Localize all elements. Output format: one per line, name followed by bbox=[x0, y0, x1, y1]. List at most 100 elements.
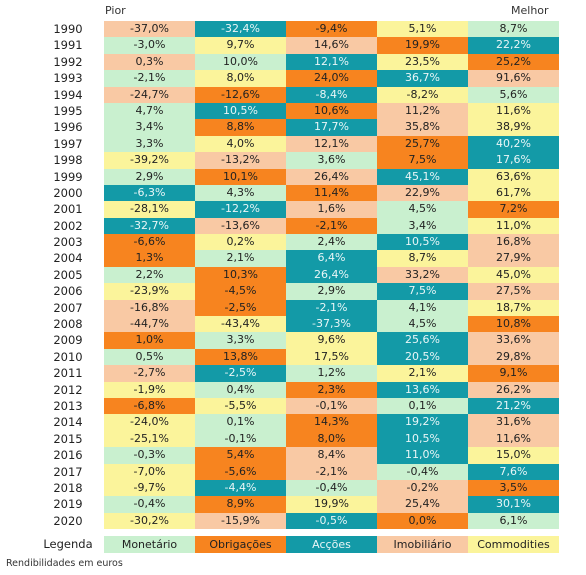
return-cell: -32,4% bbox=[195, 21, 286, 38]
return-cell: 16,8% bbox=[468, 234, 559, 251]
legend-item-accoes: Acções bbox=[286, 536, 377, 553]
return-cell: 31,6% bbox=[468, 414, 559, 431]
return-cell: 6,1% bbox=[468, 512, 559, 530]
return-cell: 19,9% bbox=[286, 496, 377, 513]
year-label: 2018 bbox=[53, 480, 83, 495]
year-label: 2005 bbox=[53, 267, 83, 282]
table-row: 2011 -2,7% -2,5% 1,2% 2,1% 9,1% bbox=[32, 365, 559, 382]
return-cell: -0,5% bbox=[286, 512, 377, 530]
table-row: 1994 -24,7% -12,6% -8,4% -8,2% 5,6% bbox=[32, 86, 559, 103]
return-cell: -6,6% bbox=[104, 234, 195, 251]
return-cell: -13,6% bbox=[195, 217, 286, 235]
year-label: 1991 bbox=[53, 38, 83, 53]
return-cell: 7,5% bbox=[377, 283, 468, 300]
table-row: 1991 -3,0% 9,7% 14,6% 19,9% 22,2% bbox=[32, 37, 559, 54]
return-cell: 0,3% bbox=[104, 53, 195, 71]
return-cell: 26,2% bbox=[468, 381, 559, 398]
legend-title: Legenda bbox=[43, 537, 93, 551]
return-cell: 11,6% bbox=[468, 430, 559, 448]
return-cell: 8,0% bbox=[286, 430, 377, 448]
return-cell: 5,1% bbox=[377, 21, 468, 38]
return-cell: 5,4% bbox=[195, 447, 286, 464]
return-cell: 12,1% bbox=[286, 53, 377, 71]
table-row: 1997 3,3% 4,0% 12,1% 25,7% 40,2% bbox=[32, 135, 559, 153]
year-label: 2014 bbox=[53, 415, 83, 430]
table-row: 2013 -6,8% -5,5% -0,1% 0,1% 21,2% bbox=[32, 397, 559, 415]
return-cell: 0,4% bbox=[195, 381, 286, 398]
return-cell: 25,2% bbox=[468, 53, 559, 71]
return-cell: 0,2% bbox=[195, 234, 286, 251]
return-cell: -4,5% bbox=[195, 283, 286, 300]
return-cell: 10,0% bbox=[195, 53, 286, 71]
return-cell: 13,8% bbox=[195, 348, 286, 366]
table-row: 1996 3,4% 8,8% 17,7% 35,8% 38,9% bbox=[32, 119, 559, 136]
year-label: 1992 bbox=[53, 54, 83, 69]
year-label: 1998 bbox=[53, 153, 83, 168]
return-cell: 4,5% bbox=[377, 316, 468, 333]
table-row: 2016 -0,3% 5,4% 8,4% 11,0% 15,0% bbox=[32, 447, 559, 464]
return-cell: 7,6% bbox=[468, 463, 559, 480]
return-cell: -39,2% bbox=[104, 152, 195, 169]
return-cell: 11,2% bbox=[377, 102, 468, 120]
return-cell: 45,0% bbox=[468, 266, 559, 284]
table-row: 2004 1,3% 2,1% 6,4% 8,7% 27,9% bbox=[32, 250, 559, 267]
year-label: 2019 bbox=[53, 497, 83, 512]
return-cell: 7,5% bbox=[377, 152, 468, 169]
worst-label: Pior bbox=[105, 4, 126, 17]
year-label: 2020 bbox=[53, 513, 83, 528]
table-row: 1990 -37,0% -32,4% -9,4% 5,1% 8,7% bbox=[32, 21, 559, 38]
table-row: 2007 -16,8% -2,5% -2,1% 4,1% 18,7% bbox=[32, 299, 559, 317]
return-cell: 25,7% bbox=[377, 135, 468, 153]
return-cell: -2,1% bbox=[104, 70, 195, 87]
table-row: 1992 0,3% 10,0% 12,1% 23,5% 25,2% bbox=[32, 53, 559, 71]
year-label: 2009 bbox=[53, 333, 83, 348]
return-cell: 10,5% bbox=[377, 234, 468, 251]
return-cell: 2,3% bbox=[286, 381, 377, 398]
legend-item-commodities: Commodities bbox=[468, 536, 559, 553]
return-cell: -4,4% bbox=[195, 479, 286, 497]
return-cell: -5,6% bbox=[195, 463, 286, 480]
year-label: 2015 bbox=[53, 431, 83, 446]
return-cell: 11,6% bbox=[468, 102, 559, 120]
year-label: 2007 bbox=[53, 300, 83, 315]
return-cell: -24,0% bbox=[104, 414, 195, 431]
return-cell: 9,6% bbox=[286, 332, 377, 349]
year-label: 2000 bbox=[53, 185, 83, 200]
table-row: 2003 -6,6% 0,2% 2,4% 10,5% 16,8% bbox=[32, 234, 559, 251]
year-label: 2002 bbox=[53, 218, 83, 233]
year-label: 1993 bbox=[53, 71, 83, 86]
table-row: 1998 -39,2% -13,2% 3,6% 7,5% 17,6% bbox=[32, 152, 559, 169]
return-cell: -8,2% bbox=[377, 86, 468, 103]
return-cell: 33,6% bbox=[468, 332, 559, 349]
return-cell: -2,7% bbox=[104, 365, 195, 382]
return-cell: -23,9% bbox=[104, 283, 195, 300]
return-cell: 38,9% bbox=[468, 119, 559, 136]
footnote: Rendibilidades em euros bbox=[6, 558, 123, 569]
return-cell: -2,1% bbox=[286, 217, 377, 235]
return-cell: -44,7% bbox=[104, 316, 195, 333]
return-cell: -6,8% bbox=[104, 397, 195, 415]
return-cell: -37,0% bbox=[104, 21, 195, 38]
return-cell: -12,2% bbox=[195, 201, 286, 218]
table-row: 2008 -44,7% -43,4% -37,3% 4,5% 10,8% bbox=[32, 316, 559, 333]
return-cell: -0,1% bbox=[286, 397, 377, 415]
return-cell: 61,7% bbox=[468, 184, 559, 202]
return-cell: 4,1% bbox=[377, 299, 468, 317]
return-cell: 4,3% bbox=[195, 184, 286, 202]
return-cell: 2,1% bbox=[377, 365, 468, 382]
return-cell: 20,5% bbox=[377, 348, 468, 366]
return-cell: 23,5% bbox=[377, 53, 468, 71]
return-cell: 0,1% bbox=[195, 414, 286, 431]
return-cell: -15,9% bbox=[195, 512, 286, 530]
table-row: 2005 2,2% 10,3% 26,4% 33,2% 45,0% bbox=[32, 266, 559, 284]
return-cell: 2,9% bbox=[104, 168, 195, 185]
return-cell: 40,2% bbox=[468, 135, 559, 153]
return-cell: 2,2% bbox=[104, 266, 195, 284]
year-label: 1990 bbox=[53, 22, 83, 36]
return-cell: -3,0% bbox=[104, 37, 195, 54]
return-cell: -32,7% bbox=[104, 217, 195, 235]
year-label: 2004 bbox=[53, 251, 83, 266]
return-cell: 2,9% bbox=[286, 283, 377, 300]
return-cell: -9,4% bbox=[286, 21, 377, 38]
table-row: 2006 -23,9% -4,5% 2,9% 7,5% 27,5% bbox=[32, 283, 559, 300]
